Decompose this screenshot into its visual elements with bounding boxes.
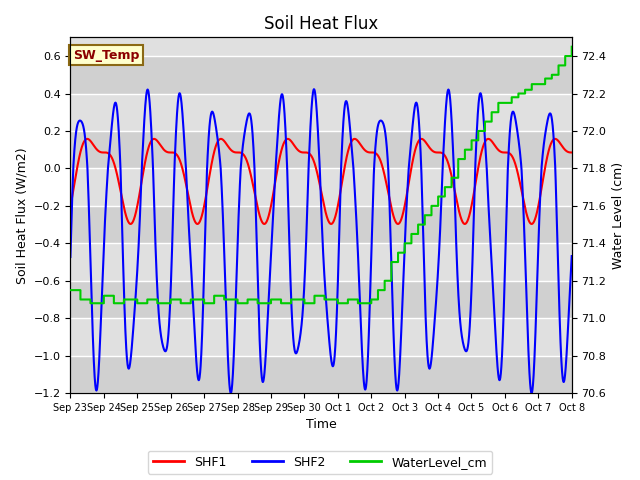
Y-axis label: Soil Heat Flux (W/m2): Soil Heat Flux (W/m2) bbox=[15, 147, 28, 284]
Legend: SHF1, SHF2, WaterLevel_cm: SHF1, SHF2, WaterLevel_cm bbox=[148, 451, 492, 474]
SHF2 bbox=[280, 108, 288, 114]
Text: SW_Temp: SW_Temp bbox=[73, 48, 140, 62]
SHF1 bbox=[568, 150, 575, 156]
Bar bbox=[70, 281, 572, 318]
SHF1 bbox=[418, 136, 426, 142]
Bar bbox=[70, 243, 572, 281]
SHF1 bbox=[504, 150, 512, 156]
WaterLevel_cm bbox=[67, 287, 74, 293]
Line: SHF2: SHF2 bbox=[70, 89, 572, 393]
SHF2 bbox=[504, 161, 512, 167]
Bar bbox=[70, 94, 572, 131]
Bar bbox=[70, 19, 572, 56]
WaterLevel_cm bbox=[259, 300, 267, 306]
SHF2 bbox=[154, 287, 161, 293]
SHF2 bbox=[310, 86, 318, 92]
Line: WaterLevel_cm: WaterLevel_cm bbox=[70, 47, 572, 303]
WaterLevel_cm bbox=[86, 300, 94, 306]
SHF1 bbox=[127, 221, 134, 227]
SHF2 bbox=[124, 362, 131, 368]
SHF1 bbox=[67, 204, 74, 209]
Line: SHF1: SHF1 bbox=[70, 139, 572, 224]
SHF1 bbox=[259, 220, 267, 226]
X-axis label: Time: Time bbox=[306, 419, 337, 432]
SHF1 bbox=[558, 144, 566, 149]
WaterLevel_cm bbox=[568, 44, 575, 49]
SHF1 bbox=[124, 217, 131, 223]
Bar bbox=[70, 56, 572, 94]
Bar bbox=[70, 131, 572, 168]
Title: Soil Heat Flux: Soil Heat Flux bbox=[264, 15, 378, 33]
Bar bbox=[70, 168, 572, 206]
WaterLevel_cm bbox=[281, 300, 289, 306]
WaterLevel_cm bbox=[558, 62, 566, 68]
WaterLevel_cm bbox=[124, 297, 132, 302]
SHF2 bbox=[67, 254, 74, 260]
WaterLevel_cm bbox=[154, 300, 161, 306]
SHF1 bbox=[154, 138, 161, 144]
SHF2 bbox=[259, 379, 266, 384]
Y-axis label: Water Level (cm): Water Level (cm) bbox=[612, 162, 625, 269]
Bar bbox=[70, 318, 572, 356]
SHF2 bbox=[558, 371, 566, 376]
WaterLevel_cm bbox=[504, 100, 512, 106]
SHF2 bbox=[568, 253, 575, 259]
Bar bbox=[70, 206, 572, 243]
SHF2 bbox=[528, 390, 536, 396]
Bar bbox=[70, 356, 572, 393]
SHF1 bbox=[281, 139, 289, 144]
